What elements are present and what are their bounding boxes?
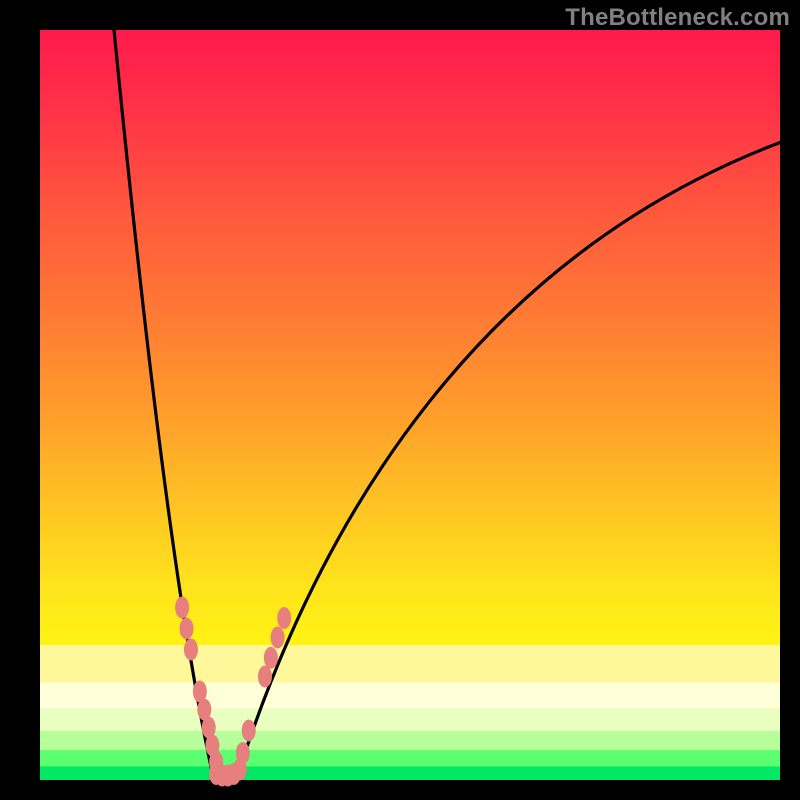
data-marker <box>271 627 285 649</box>
data-marker <box>175 597 189 619</box>
data-marker <box>264 647 278 669</box>
gradient-background <box>40 30 780 780</box>
data-marker <box>184 639 198 661</box>
chart-canvas: TheBottleneck.com <box>0 0 800 800</box>
data-marker <box>242 720 256 742</box>
data-marker <box>277 607 291 629</box>
data-marker <box>258 666 272 688</box>
data-marker <box>236 742 250 764</box>
data-marker <box>180 618 194 640</box>
watermark-text: TheBottleneck.com <box>565 4 790 32</box>
chart-svg <box>0 0 800 800</box>
